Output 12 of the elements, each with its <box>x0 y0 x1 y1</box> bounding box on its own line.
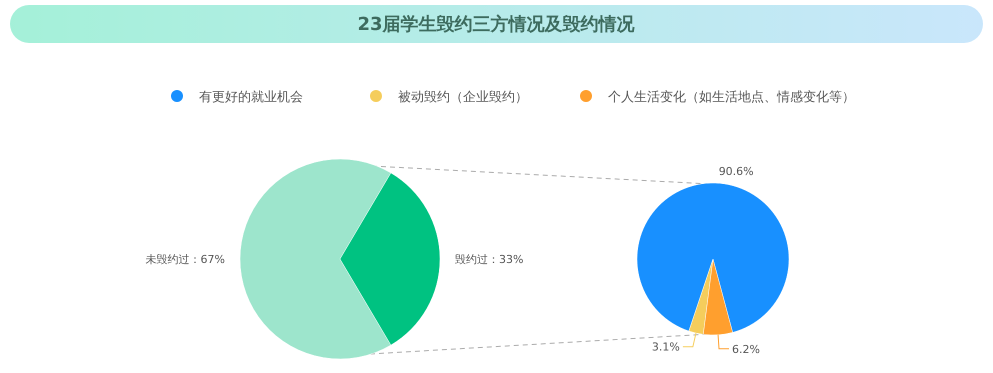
data-label: 90.6% <box>718 165 754 178</box>
pie-slice <box>636 182 790 333</box>
legend-label: 被动毁约（企业毁约） <box>398 90 528 105</box>
slice-label: 未毁约过 <box>146 253 190 266</box>
chart-title: 23届学生毁约三方情况及毁约情况 <box>357 14 636 35</box>
data-label: ：33% <box>488 253 524 266</box>
data-label: 6.2% <box>732 342 760 356</box>
data-label: ：67% <box>190 253 225 266</box>
legend-label: 有更好的就业机会 <box>199 90 303 105</box>
legend-label: 个人生活变化（如生活地点、情感变化等） <box>608 90 855 105</box>
slice-label: 毁约过 <box>455 253 488 266</box>
data-label: 3.1% <box>652 340 680 354</box>
